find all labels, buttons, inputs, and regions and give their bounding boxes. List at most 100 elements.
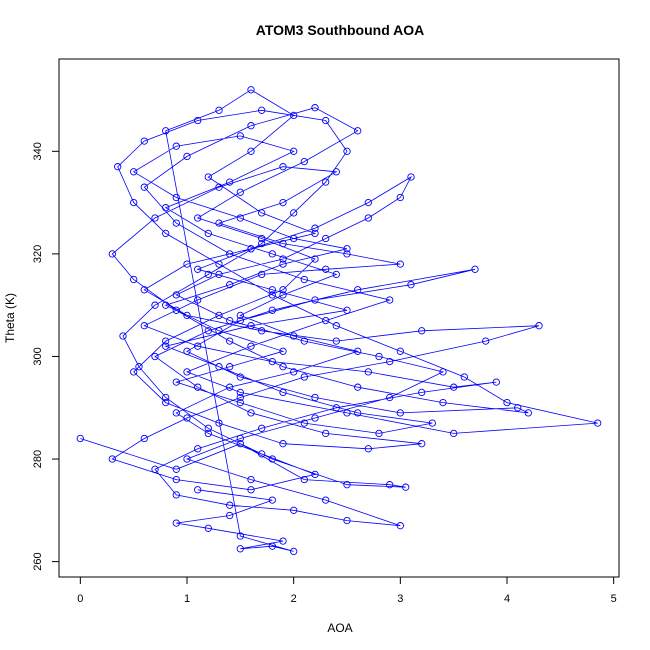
data-point <box>428 419 436 427</box>
data-point <box>354 286 362 294</box>
data-point <box>140 434 148 443</box>
data-point <box>332 270 340 279</box>
data-point <box>492 378 500 386</box>
data-point <box>279 347 287 355</box>
data-point <box>268 306 276 314</box>
data-point <box>119 332 127 340</box>
data-point <box>226 363 234 371</box>
data-point <box>311 414 319 422</box>
data-point <box>290 332 298 340</box>
data-point <box>151 352 159 361</box>
data-point <box>236 188 244 196</box>
data-point <box>354 383 362 391</box>
data-point <box>247 322 255 330</box>
data-point <box>279 363 287 371</box>
data-point <box>183 311 191 320</box>
data-point <box>226 501 234 509</box>
data-point <box>215 419 223 427</box>
data-point <box>183 455 191 463</box>
data-point <box>354 347 362 355</box>
data-point <box>226 383 234 391</box>
data-point <box>407 281 415 289</box>
y-tick-label: 320 <box>32 245 44 263</box>
data-point <box>364 214 372 222</box>
data-point <box>258 450 266 458</box>
data-point <box>471 265 479 273</box>
data-point <box>194 486 202 494</box>
data-point <box>194 342 202 350</box>
data-point <box>135 363 143 371</box>
data-point <box>140 183 148 191</box>
data-point <box>311 470 319 479</box>
data-point <box>204 229 212 238</box>
data-point <box>226 511 234 520</box>
data-point <box>439 368 447 376</box>
data-point <box>151 465 159 473</box>
data-point <box>343 516 351 525</box>
data-point <box>130 275 138 284</box>
data-point <box>172 142 180 150</box>
data-point <box>402 483 410 491</box>
data-point <box>311 255 319 263</box>
data-point <box>172 378 180 386</box>
data-point <box>204 429 212 438</box>
data-point <box>290 234 298 243</box>
data-point <box>343 306 351 314</box>
data-point <box>268 496 276 504</box>
data-point <box>236 373 244 381</box>
data-point <box>460 373 468 381</box>
x-axis: 0 1 2 3 4 5 <box>77 576 617 605</box>
data-point <box>236 440 244 448</box>
data-point <box>130 368 138 376</box>
data-point <box>322 178 330 186</box>
data-point <box>215 363 223 371</box>
data-point <box>172 291 180 299</box>
data-point <box>386 357 394 366</box>
data-point <box>396 260 404 268</box>
data-point <box>279 255 287 263</box>
data-point <box>130 198 138 207</box>
series-line <box>80 89 598 552</box>
data-point <box>343 250 351 258</box>
data-point <box>162 127 170 135</box>
data-point <box>322 234 330 243</box>
data-point <box>290 506 298 514</box>
data-point <box>322 316 330 325</box>
x-tick-label: 4 <box>504 593 510 605</box>
data-point <box>279 260 287 268</box>
data-point <box>386 393 394 402</box>
data-point <box>268 357 276 366</box>
data-point <box>172 519 180 527</box>
data-point <box>247 86 255 94</box>
data-point <box>322 265 330 273</box>
data-point <box>290 147 298 155</box>
data-point <box>247 342 255 350</box>
data-point <box>300 373 308 381</box>
data-point <box>300 419 308 427</box>
data-point <box>183 368 191 376</box>
data-point <box>343 481 351 489</box>
data-point <box>183 347 191 355</box>
data-point <box>375 429 383 438</box>
data-point <box>332 404 340 412</box>
data-point <box>183 414 191 422</box>
data-point <box>450 429 458 438</box>
data-point <box>236 388 244 397</box>
data-point <box>172 475 180 484</box>
data-point <box>226 178 234 186</box>
data-point <box>300 157 308 166</box>
data-point <box>236 545 244 553</box>
data-point <box>247 486 255 494</box>
data-point <box>204 424 212 432</box>
data-layer <box>76 86 602 556</box>
data-point <box>311 104 319 112</box>
data-point <box>300 275 308 284</box>
y-tick-label: 260 <box>32 552 44 570</box>
data-point <box>364 445 372 453</box>
data-point <box>76 434 84 443</box>
data-point <box>247 147 255 155</box>
data-point <box>594 419 602 427</box>
data-point <box>396 409 404 417</box>
data-point <box>108 250 116 258</box>
